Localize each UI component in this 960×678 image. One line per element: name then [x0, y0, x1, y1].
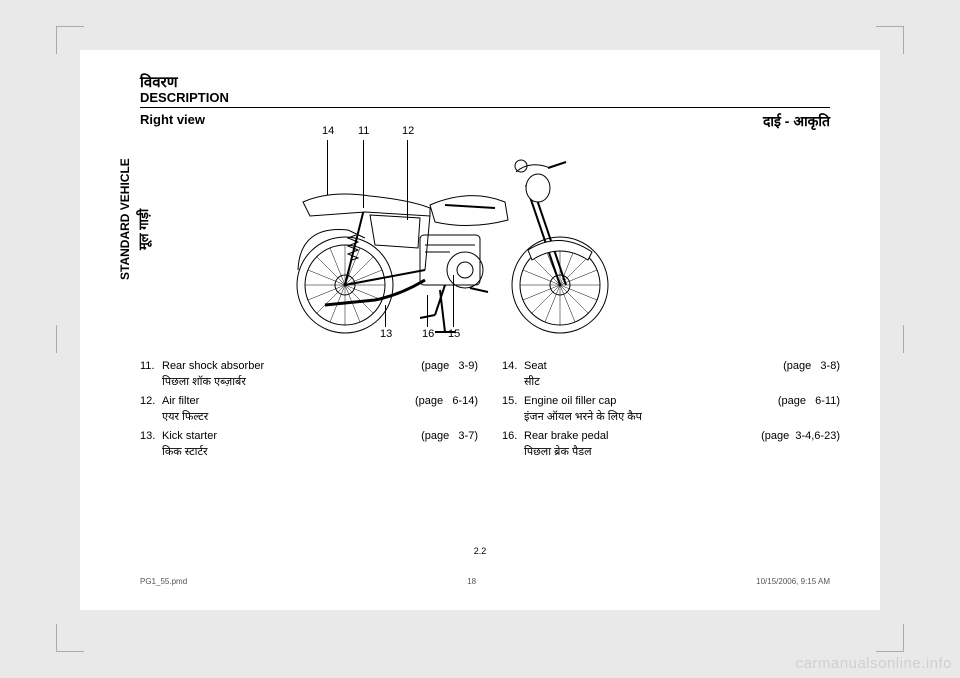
legend-label-hi: सीट — [524, 374, 840, 389]
legend-label-hi: पिछला ब्रेक पैडल — [524, 444, 840, 459]
footer: PG1_55.pmd 18 10/15/2006, 9:15 AM — [140, 577, 830, 586]
legend-num: 15. — [502, 395, 524, 407]
legend-label-hi: इंजन ऑयल भरने के लिए कैप — [524, 409, 840, 424]
footer-timestamp: 10/15/2006, 9:15 AM — [756, 577, 830, 586]
page-number: 2.2 — [474, 546, 487, 556]
crop-mark-ml — [56, 325, 70, 353]
legend-num: 14. — [502, 360, 524, 372]
header-hindi: विवरण — [140, 72, 178, 92]
legend-label: Engine oil filler cap — [524, 395, 740, 407]
parts-legend: 11. Rear shock absorber (page 3-9) पिछला… — [140, 360, 840, 465]
legend-col-left: 11. Rear shock absorber (page 3-9) पिछला… — [140, 360, 478, 465]
legend-label-hi: पिछला शॉक एब्ज़ार्बर — [162, 374, 478, 389]
legend-label-hi: किक स्टार्टर — [162, 444, 478, 459]
header-english: DESCRIPTION — [140, 90, 830, 108]
legend-page: (page 3-8) — [740, 360, 840, 372]
crop-mark-mr — [890, 325, 904, 353]
watermark: carmanualsonline.info — [796, 655, 952, 672]
legend-page: (page 3-9) — [378, 360, 478, 372]
legend-num: 11. — [140, 360, 162, 372]
section-title-en: Right view — [140, 112, 205, 127]
legend-label: Kick starter — [162, 430, 378, 442]
page-content: विवरण DESCRIPTION Right view दाई - आकृति… — [80, 50, 880, 610]
section-title-hi: दाई - आकृति — [763, 112, 830, 131]
crop-mark-bl — [56, 624, 84, 652]
legend-label: Rear shock absorber — [162, 360, 378, 372]
legend-label: Seat — [524, 360, 740, 372]
sidebar-hindi: मूल गाड़ी — [134, 209, 152, 250]
legend-label: Rear brake pedal — [524, 430, 740, 442]
legend-page: (page 6-14) — [378, 395, 478, 407]
legend-col-right: 14. Seat (page 3-8) सीट 15. Engine oil f… — [502, 360, 840, 465]
motorcycle-diagram — [270, 120, 630, 345]
crop-mark-tr — [876, 26, 904, 54]
legend-num: 12. — [140, 395, 162, 407]
footer-page: 18 — [467, 577, 476, 586]
legend-label: Air filter — [162, 395, 378, 407]
legend-num: 13. — [140, 430, 162, 442]
legend-page: (page 3-4,6-23) — [740, 430, 840, 442]
legend-num: 16. — [502, 430, 524, 442]
footer-file: PG1_55.pmd — [140, 577, 187, 586]
legend-page: (page 6-11) — [740, 395, 840, 407]
legend-label-hi: एयर फिल्टर — [162, 409, 478, 424]
legend-page: (page 3-7) — [378, 430, 478, 442]
crop-mark-br — [876, 624, 904, 652]
sidebar-english: STANDARD VEHICLE — [118, 158, 132, 280]
